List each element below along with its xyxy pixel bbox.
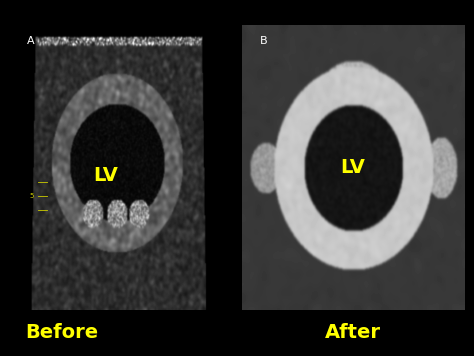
Text: After: After xyxy=(325,323,381,342)
Text: B: B xyxy=(260,36,267,46)
Text: 5: 5 xyxy=(29,193,34,199)
Text: LV: LV xyxy=(93,166,118,185)
Text: Before: Before xyxy=(25,323,98,342)
Text: A: A xyxy=(27,36,35,46)
Text: LV: LV xyxy=(341,158,365,177)
